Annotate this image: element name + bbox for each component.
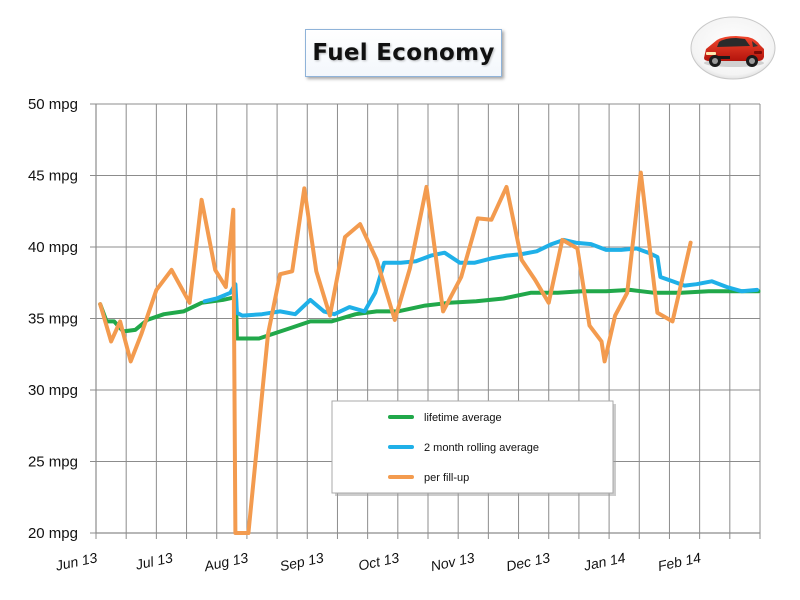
y-tick-label: 45 mpg (28, 168, 78, 185)
legend-box (331, 400, 614, 494)
x-tick-label: Feb 14 (656, 549, 702, 574)
y-tick-label: 40 mpg (28, 239, 78, 256)
y-tick-label: 35 mpg (28, 311, 78, 328)
y-axis-ticks: 20 mpg 25 mpg 30 mpg 35 mpg 40 mpg 45 mpg 50 m… (28, 96, 96, 542)
x-tick-label: Aug 13 (202, 549, 250, 574)
legend-label: per fill-up (424, 472, 469, 484)
series-line-2-month-rolling-average (202, 237, 759, 318)
y-tick-label: 50 mpg (28, 96, 78, 113)
x-tick-label: Dec 13 (505, 549, 552, 574)
legend-label: lifetime average (424, 412, 502, 424)
y-tick-label: 25 mpg (28, 454, 78, 471)
series-line-per-fill-up (98, 170, 693, 535)
car-photo-badge (690, 16, 776, 80)
x-axis-ticks: Jun 13 Jul 13 Aug 13 Sep 13 Oct 13 Nov 13 Dec … (53, 549, 702, 574)
series-lines (98, 170, 761, 535)
red-hatchback-car-icon (690, 16, 776, 80)
chart-title: Fuel Economy (312, 40, 495, 66)
x-tick-label: Jun 13 (53, 549, 99, 574)
x-tick-label: Sep 13 (278, 549, 325, 574)
x-tick-label: Jul 13 (133, 549, 174, 573)
chart-title-box: Fuel Economy (305, 29, 502, 77)
legend-label: 2 month rolling average (424, 442, 539, 454)
x-tick-label: Nov 13 (429, 549, 476, 574)
y-tick-label: 20 mpg (28, 525, 78, 542)
y-tick-label: 30 mpg (28, 382, 78, 399)
x-tick-label: Jan 14 (581, 549, 627, 574)
series-line-lifetime-average (98, 287, 761, 341)
legend: lifetime average 2 month rolling average p… (331, 400, 616, 496)
x-tick-label: Oct 13 (357, 549, 401, 573)
